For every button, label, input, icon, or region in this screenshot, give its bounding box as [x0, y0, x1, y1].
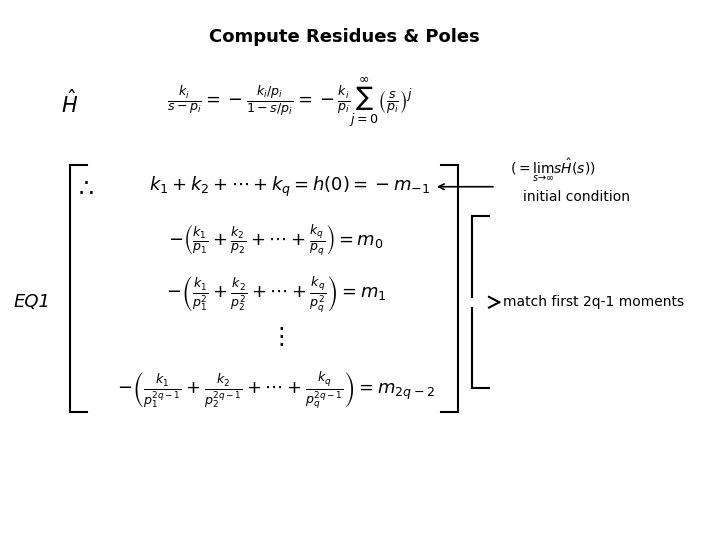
- Text: EQ1: EQ1: [14, 293, 51, 311]
- Text: $(= \lim_{s \to \infty} s\hat{H}(s))$: $(= \lim_{s \to \infty} s\hat{H}(s))$: [510, 157, 595, 184]
- Text: $\therefore$: $\therefore$: [73, 175, 94, 199]
- Text: Compute Residues & Poles: Compute Residues & Poles: [210, 28, 480, 46]
- Text: $\hat{H}$: $\hat{H}$: [61, 90, 78, 117]
- Text: $\vdots$: $\vdots$: [269, 325, 284, 349]
- Text: $-\left(\frac{k_1}{p_1^{2q-1}} + \frac{k_2}{p_2^{2q-1}} + \cdots + \frac{k_q}{p_: $-\left(\frac{k_1}{p_1^{2q-1}} + \frac{k…: [117, 370, 435, 411]
- Text: match first 2q-1 moments: match first 2q-1 moments: [503, 295, 684, 309]
- Text: initial condition: initial condition: [523, 191, 630, 205]
- Text: $k_1 + k_2 + \cdots  + k_q = h(0) = -m_{-1}$: $k_1 + k_2 + \cdots + k_q = h(0) = -m_{-…: [149, 174, 431, 199]
- Text: $-\left(\frac{k_1}{p_1} + \frac{k_2}{p_2} + \cdots + \frac{k_q}{p_q}\right) = m_: $-\left(\frac{k_1}{p_1} + \frac{k_2}{p_2…: [168, 223, 384, 258]
- Text: $\frac{k_i}{s - p_i} = -\frac{k_i / p_i}{1 - s/p_i} = -\frac{k_i}{p_i}\sum_{j=0}: $\frac{k_i}{s - p_i} = -\frac{k_i / p_i}…: [167, 77, 413, 131]
- Text: $-\left(\frac{k_1}{p_1^2} + \frac{k_2}{p_2^2} + \cdots + \frac{k_q}{p_q^2}\right: $-\left(\frac{k_1}{p_1^2} + \frac{k_2}{p…: [166, 274, 387, 314]
